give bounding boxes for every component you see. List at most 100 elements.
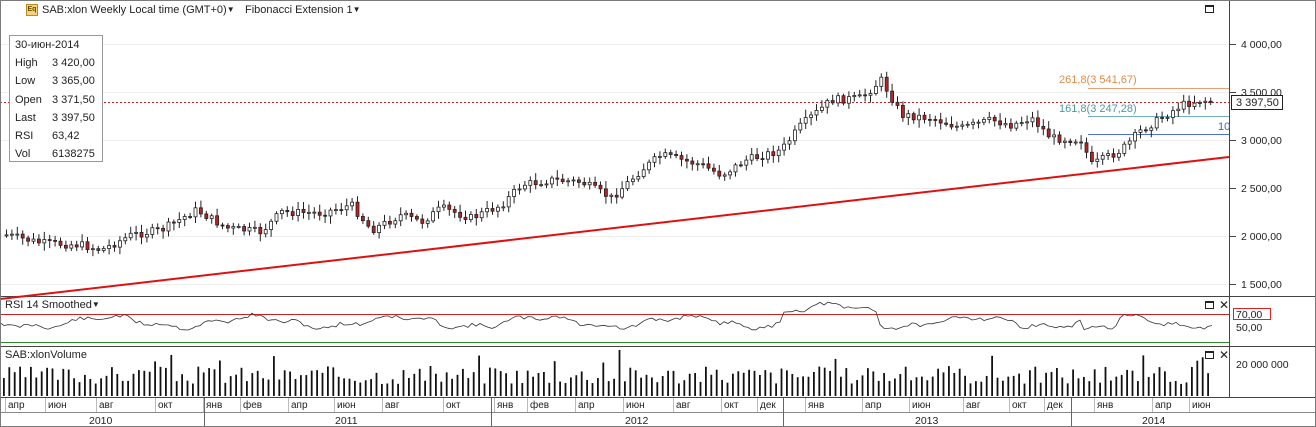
volume-bar — [705, 366, 707, 396]
volume-bar — [143, 370, 146, 396]
volume-bar — [78, 382, 81, 396]
candle-body — [74, 244, 79, 248]
volume-bar — [1191, 366, 1193, 396]
candle-body — [269, 220, 274, 230]
volume-bar — [715, 369, 718, 396]
candle-body — [1052, 134, 1056, 138]
candle-body — [107, 245, 111, 249]
candle-body — [1095, 158, 1100, 162]
study-dropdown[interactable]: Fibonacci Extension 1▼ — [245, 3, 361, 17]
candle-body — [317, 211, 322, 216]
candle-body — [166, 221, 171, 232]
volume-bar — [780, 368, 783, 396]
volume-bar — [246, 381, 248, 396]
volume-bar — [445, 372, 448, 396]
infobox-row-last: Last 3 397,50 — [15, 112, 95, 124]
volume-bar — [834, 358, 837, 396]
volume-bar — [1131, 370, 1134, 396]
maximize-icon[interactable] — [1205, 5, 1214, 13]
volume-bar — [1050, 371, 1053, 396]
candle-body — [463, 216, 468, 220]
symbol-dropdown[interactable]: SAB:xlon Weekly Local time (GMT+0)▼ — [42, 3, 235, 17]
candle-body — [1079, 141, 1083, 144]
candle-body — [868, 93, 873, 96]
time-axis-month-label: июн — [48, 400, 67, 411]
time-axis-month-label: июн — [912, 400, 931, 411]
infobox-row-high: High 3 420,00 — [15, 57, 95, 69]
candle-body — [20, 233, 25, 239]
eq-icon[interactable]: Eq — [26, 4, 38, 16]
candle-body — [1084, 142, 1089, 153]
volume-bar — [316, 370, 318, 396]
volume-bar — [753, 370, 756, 396]
volume-bar — [1110, 380, 1112, 396]
volume-bar — [564, 383, 567, 396]
volume-bar — [84, 374, 86, 396]
candle-body — [555, 177, 560, 180]
volume-bar — [402, 370, 405, 396]
volume-bar — [915, 377, 918, 396]
chevron-down-icon: ▼ — [226, 5, 235, 14]
volume-bar — [186, 380, 189, 396]
volume-bar — [710, 374, 713, 396]
candle-body — [301, 208, 306, 213]
volume-bar — [802, 376, 804, 396]
volume-bar — [570, 377, 572, 396]
candle-body — [64, 244, 68, 249]
candle-body — [42, 239, 47, 244]
close-icon[interactable]: ✕ — [1219, 298, 1230, 312]
volume-bar — [667, 370, 669, 396]
maximize-icon[interactable] — [1205, 351, 1214, 359]
rsi-title-dropdown[interactable]: RSI 14 Smoothed▼ — [5, 299, 100, 311]
volume-bar — [521, 383, 524, 396]
candle-body — [701, 163, 705, 166]
candle-body — [441, 204, 446, 208]
volume-bar — [742, 372, 745, 396]
volume-bar — [656, 382, 659, 396]
volume-bar — [267, 379, 270, 396]
candle-body — [1138, 129, 1143, 133]
candle-body — [258, 226, 263, 235]
volume-bar — [1002, 380, 1004, 396]
volume-bar — [1201, 357, 1204, 396]
volume-bar — [867, 368, 869, 396]
volume-bar — [19, 366, 21, 396]
volume-bar — [381, 383, 383, 396]
volume-bar — [899, 374, 902, 396]
volume-bar — [456, 374, 459, 396]
candle-body — [928, 118, 932, 121]
volume-bar — [1196, 360, 1199, 396]
volume-bar — [1137, 381, 1139, 396]
volume-bar — [424, 380, 426, 396]
volume-bar — [181, 374, 183, 396]
candle-body — [598, 184, 603, 190]
volume-bar — [159, 366, 162, 396]
time-axis-month-label: дек — [760, 400, 776, 411]
candle-body — [544, 183, 549, 186]
candle-body — [755, 154, 759, 159]
volume-bar — [775, 383, 777, 396]
volume-bar — [192, 383, 194, 396]
volume-bar — [1056, 368, 1058, 396]
volume-bar — [651, 377, 653, 396]
candle-body — [706, 163, 711, 169]
volume-axis-label: 20 000 000 — [1236, 359, 1289, 371]
candle-body — [820, 106, 824, 111]
time-axis-year-label: 2011 — [335, 415, 358, 427]
volume-bar — [489, 367, 491, 396]
volume-bar — [1077, 378, 1080, 396]
volume-bar — [526, 370, 529, 396]
volume-bar — [1023, 383, 1026, 396]
candle-body — [485, 208, 490, 213]
infobox-date: 30-июн-2014 — [15, 39, 80, 51]
time-axis-month-label: апр — [291, 400, 308, 411]
close-icon[interactable]: ✕ — [1219, 348, 1230, 362]
time-axis-month-label: янв — [497, 400, 514, 411]
candle-body — [1203, 100, 1208, 103]
candle-body — [9, 233, 14, 236]
maximize-icon[interactable] — [1205, 301, 1214, 309]
candle-body — [798, 122, 803, 131]
candle-body — [604, 188, 608, 197]
candle-body — [468, 214, 473, 220]
